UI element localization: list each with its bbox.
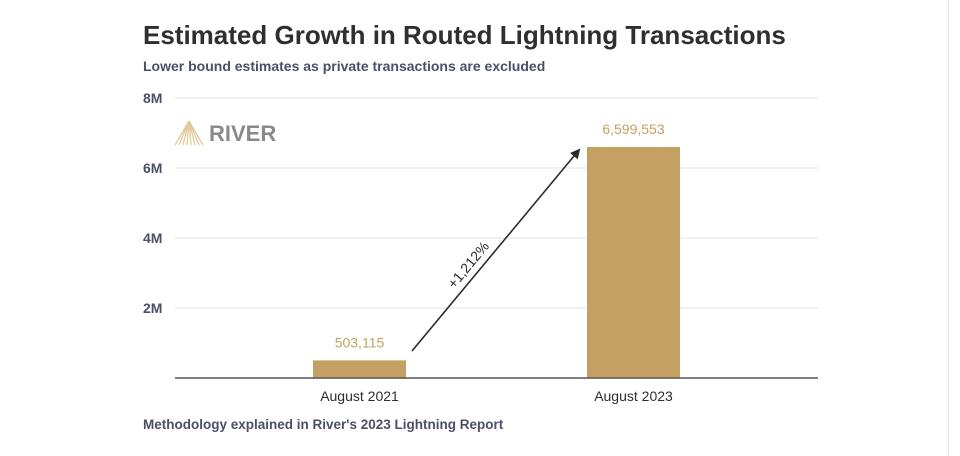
bar (587, 147, 680, 378)
river-logo-icon (174, 120, 204, 146)
y-tick-label: 4M (143, 230, 162, 246)
river-logo-text: RIVER (209, 121, 276, 146)
data-label: 6,599,553 (602, 121, 664, 137)
footnote: Methodology explained in River's 2023 Li… (143, 417, 504, 432)
data-label: 503,115 (335, 334, 385, 350)
bar (313, 360, 406, 378)
chart-subtitle: Lower bound estimates as private transac… (143, 58, 546, 74)
frame-edge (948, 0, 949, 456)
chart-title: Estimated Growth in Routed Lightning Tra… (143, 20, 786, 50)
river-logo: RIVER (174, 120, 276, 146)
x-tick-label: August 2021 (320, 388, 399, 404)
y-tick-label: 2M (143, 300, 162, 316)
y-tick-label: 6M (143, 160, 162, 176)
y-tick-label: 8M (143, 90, 162, 106)
growth-arrow (411, 148, 581, 352)
x-tick-label: August 2023 (594, 388, 673, 404)
